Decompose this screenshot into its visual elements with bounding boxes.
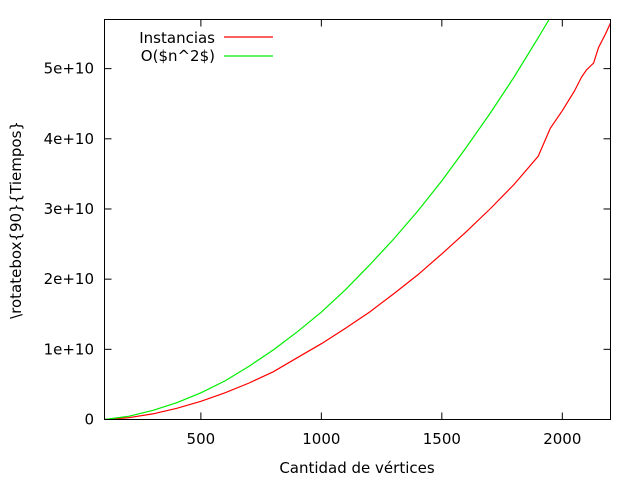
y-tick-label: 0 xyxy=(84,411,94,429)
legend-label-instancias: Instancias xyxy=(139,29,215,47)
y-axis-ticks: 0 1e+10 2e+10 3e+10 4e+10 5e+10 xyxy=(44,60,611,429)
x-tick-label: 1000 xyxy=(302,430,340,448)
x-tick-label: 2000 xyxy=(543,430,581,448)
x-axis-label: Cantidad de vértices xyxy=(279,459,435,477)
series-line-instancias xyxy=(104,22,611,420)
plot-frame xyxy=(104,19,611,420)
series-layer xyxy=(104,19,611,420)
x-tick-label: 1500 xyxy=(423,430,461,448)
x-tick-label: 500 xyxy=(187,430,216,448)
y-tick-label: 2e+10 xyxy=(44,270,94,288)
series-line-on2 xyxy=(104,19,550,420)
legend: Instancias O($n^2$) xyxy=(139,29,273,65)
y-axis-label: \rotatebox{90}{Tiempos} xyxy=(7,121,25,319)
x-axis-ticks: 500 1000 1500 2000 xyxy=(187,19,581,448)
y-tick-label: 4e+10 xyxy=(44,130,94,148)
y-tick-label: 5e+10 xyxy=(44,60,94,78)
y-tick-label: 1e+10 xyxy=(44,340,94,358)
legend-label-on2: O($n^2$) xyxy=(141,47,215,65)
y-tick-label: 3e+10 xyxy=(44,200,94,218)
